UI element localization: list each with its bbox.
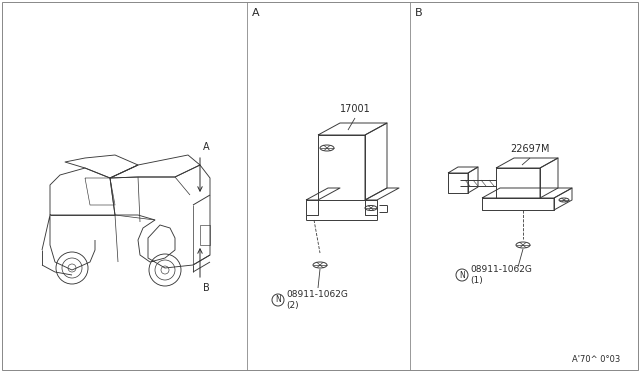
Text: 17001: 17001 xyxy=(340,104,371,114)
Text: A: A xyxy=(203,142,210,152)
Text: A'70^ 0°03: A'70^ 0°03 xyxy=(572,355,620,364)
Text: 08911-1062G
(2): 08911-1062G (2) xyxy=(286,290,348,310)
Text: 08911-1062G
(1): 08911-1062G (1) xyxy=(470,265,532,285)
Text: A: A xyxy=(252,8,260,18)
Bar xyxy=(200,225,210,245)
Text: B: B xyxy=(203,283,210,293)
Text: 22697M: 22697M xyxy=(510,144,550,154)
Text: N: N xyxy=(275,295,281,305)
Text: B: B xyxy=(415,8,422,18)
Text: N: N xyxy=(459,270,465,279)
